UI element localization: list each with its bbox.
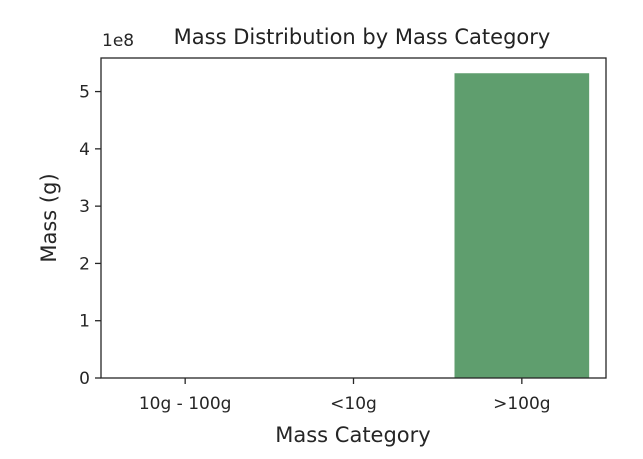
bar-2	[454, 73, 590, 378]
x-axis-label: Mass Category	[275, 423, 430, 447]
y-axis-offset-text: 1e8	[102, 31, 134, 51]
y-axis-label: Mass (g)	[37, 173, 61, 262]
y-tick-label: 5	[79, 83, 90, 103]
plot-frame	[100, 57, 607, 379]
x-tick-label: >100g	[493, 394, 550, 414]
y-tick-label: 1	[79, 312, 90, 332]
y-tick-label: 4	[79, 140, 90, 160]
x-tick-label: <10g	[330, 394, 377, 414]
y-tick-label: 0	[79, 369, 90, 389]
chart-title: Mass Distribution by Mass Category	[174, 25, 551, 49]
bars-group	[454, 73, 590, 378]
y-tick-label: 3	[79, 197, 90, 217]
y-axis-ticks: 0 1 2 3 4 5	[79, 83, 101, 389]
x-tick-label: 10g - 100g	[139, 394, 232, 414]
x-axis-ticks: 10g - 100g <10g >100g	[139, 378, 551, 414]
y-tick-label: 2	[79, 254, 90, 274]
